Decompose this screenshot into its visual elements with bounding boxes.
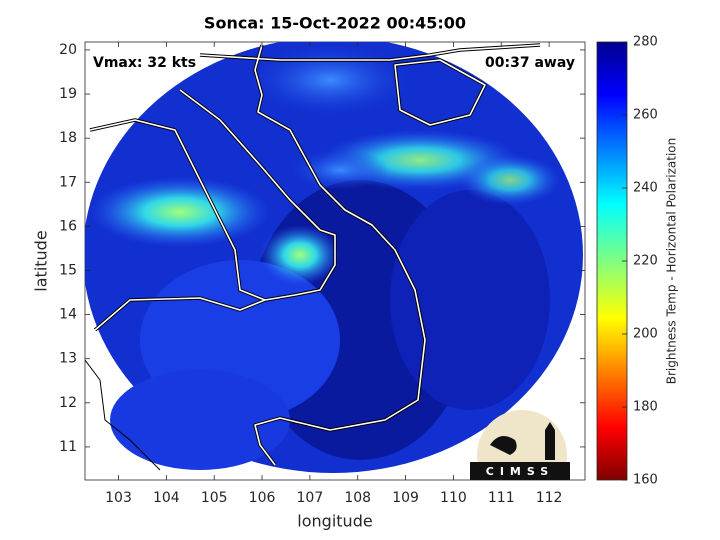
y-axis-label: latitude <box>32 230 51 291</box>
x-tick-label: 108 <box>344 490 371 506</box>
y-tick-label: 15 <box>59 262 77 278</box>
y-tick-label: 16 <box>59 218 77 234</box>
chart-title: Sonca: 15-Oct-2022 00:45:00 <box>204 14 466 33</box>
x-tick-label: 103 <box>105 490 132 506</box>
x-tick-label: 106 <box>249 490 276 506</box>
y-tick-label: 12 <box>59 395 77 411</box>
colorbar-tick-label: 200 <box>633 327 658 342</box>
y-tick-label: 19 <box>59 86 77 102</box>
colorbar-tick-label: 280 <box>633 35 658 50</box>
x-tick-label: 107 <box>297 490 324 506</box>
y-tick-label: 18 <box>59 130 77 146</box>
colorbar-tick-label: 240 <box>633 181 658 196</box>
colorbar-tick-label: 160 <box>633 473 658 488</box>
logo-text: CIMSS <box>486 465 554 478</box>
satellite-swath <box>85 42 583 480</box>
annotation-away: 00:37 away <box>485 55 575 71</box>
y-tick-label: 20 <box>59 42 77 58</box>
colorbar-tick-label: 220 <box>633 254 658 269</box>
x-tick-label: 109 <box>392 490 419 506</box>
y-tick-label: 13 <box>59 351 77 367</box>
x-tick-label: 104 <box>153 490 180 506</box>
colorbar-tick-label: 180 <box>633 400 658 415</box>
x-tick-label: 112 <box>536 490 563 506</box>
x-tick-label: 111 <box>488 490 515 506</box>
y-tick-label: 17 <box>59 174 77 190</box>
x-tick-label: 110 <box>440 490 467 506</box>
y-tick-label: 14 <box>59 307 77 323</box>
y-tick-label: 11 <box>59 439 77 455</box>
annotation-vmax: Vmax: 32 kts <box>93 55 196 71</box>
colorbar-tick-label: 260 <box>633 108 658 123</box>
logo-band <box>470 462 570 480</box>
x-tick-label: 105 <box>201 490 228 506</box>
x-axis-label: longitude <box>297 512 372 531</box>
colorbar-label: Brightness Temp - Horizontal Polarizatio… <box>665 138 679 385</box>
